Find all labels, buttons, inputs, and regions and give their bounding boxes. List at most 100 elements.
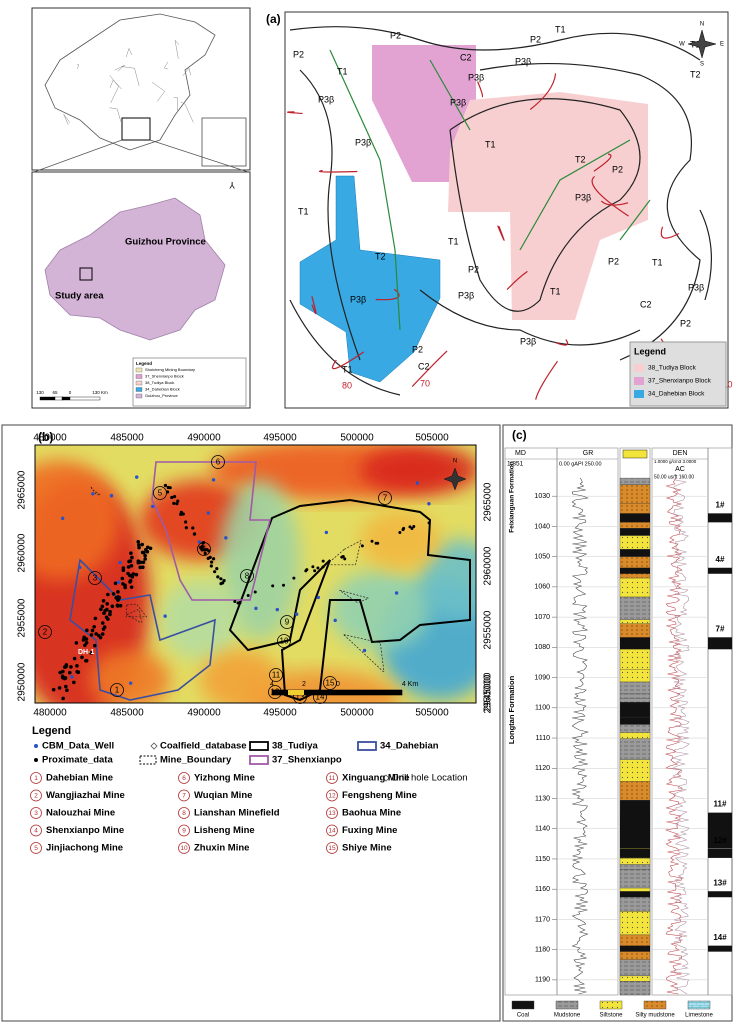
proximate-point xyxy=(128,559,133,563)
stratum-boundary xyxy=(699,209,712,301)
axis-line xyxy=(429,59,471,131)
cbm-well xyxy=(362,648,367,653)
fault-line xyxy=(375,288,400,301)
study-area-box xyxy=(79,267,93,281)
lithology-layer xyxy=(619,975,651,982)
proximate-point xyxy=(343,557,347,561)
label: T2 xyxy=(375,251,386,261)
label: 495000 xyxy=(263,708,297,719)
label: Study area xyxy=(55,291,104,302)
label: 490000 xyxy=(187,433,221,444)
label: Fengsheng Mine xyxy=(342,790,417,801)
province-border xyxy=(76,64,80,69)
label: 130 xyxy=(36,390,44,395)
lithology-layer xyxy=(619,724,651,733)
seam-bar xyxy=(708,891,732,898)
cbm-well xyxy=(415,481,420,485)
proximate-point xyxy=(113,581,118,586)
lithology-layer xyxy=(619,549,651,557)
mine-marker xyxy=(211,455,225,469)
legend-symbol xyxy=(34,744,38,748)
label: T2 xyxy=(690,69,701,79)
coal-seam xyxy=(620,848,650,858)
lithology-layer xyxy=(619,577,651,598)
proximate-point xyxy=(69,665,73,669)
proximate-point xyxy=(102,611,106,616)
proximate-point xyxy=(116,595,120,599)
proximate-point xyxy=(313,569,317,573)
lithology-layer xyxy=(619,858,651,865)
fault-line xyxy=(529,73,557,110)
fault-line xyxy=(287,111,303,115)
province-border xyxy=(109,75,119,104)
label: N xyxy=(700,22,704,28)
label: Mudstone xyxy=(554,1013,581,1019)
proximate-point xyxy=(340,555,344,559)
label: 37_Shenxianpo xyxy=(272,755,342,766)
lithology-legend-swatch xyxy=(643,1000,667,1010)
label: 1140 xyxy=(535,826,550,833)
lithology-layer xyxy=(619,698,651,703)
fault-line xyxy=(319,169,358,173)
label: 4# xyxy=(716,555,725,564)
label: 6 xyxy=(182,775,186,782)
label: 1# xyxy=(716,500,725,509)
label: GR xyxy=(583,450,594,457)
proximate-point xyxy=(62,676,67,681)
province-border xyxy=(182,67,191,76)
proximate-point xyxy=(179,512,183,516)
label: Lianshan Minefield xyxy=(194,808,280,819)
label: Silty mudstone xyxy=(635,1013,675,1019)
label: Proximate_data xyxy=(42,755,113,766)
label: P3β xyxy=(355,137,371,147)
lithology-layer xyxy=(619,738,651,760)
lithology-layer xyxy=(619,959,651,977)
label: Shuicheng Mining Boundary xyxy=(145,367,195,372)
label: Siltstone xyxy=(599,1013,623,1019)
cbm-well xyxy=(394,591,399,595)
label: (b) xyxy=(38,430,53,444)
stratum-boundary xyxy=(299,69,361,361)
label: 505000 xyxy=(415,708,449,719)
proximate-point xyxy=(292,576,296,580)
north-arrow: ⅄ xyxy=(228,180,235,190)
proximate-point xyxy=(141,560,146,565)
label: Guizhou_Province xyxy=(145,393,178,398)
label: 490000 xyxy=(187,708,221,719)
label: (c) xyxy=(512,428,527,442)
label: P2 xyxy=(608,256,619,266)
fault-line xyxy=(506,270,528,291)
panel-c-frame xyxy=(502,424,733,1022)
label: 7# xyxy=(716,624,725,633)
cbm-well xyxy=(275,607,279,612)
coal-seam xyxy=(620,891,650,898)
proximate-point xyxy=(126,565,131,569)
cbm-well xyxy=(211,478,216,482)
proximate-point xyxy=(408,525,412,529)
log-curve xyxy=(571,477,589,995)
label: Shenxianpo Mine xyxy=(46,825,124,836)
mine-boundary xyxy=(126,608,143,623)
label: 1130 xyxy=(535,795,550,802)
lithology-layer xyxy=(619,911,651,936)
stratum-boundary xyxy=(289,26,701,61)
mine-marker xyxy=(323,676,337,690)
proximate-point xyxy=(410,526,414,530)
tudiya-block xyxy=(448,92,648,320)
proximate-point xyxy=(98,635,103,640)
label: 485000 xyxy=(110,708,144,719)
label: Zhuxin Mine xyxy=(194,843,249,854)
proximate-point xyxy=(85,628,89,633)
proximate-point xyxy=(215,567,219,571)
province-border xyxy=(63,114,71,125)
proximate-point xyxy=(99,607,103,612)
cbm-well xyxy=(163,614,167,618)
lithology-layer xyxy=(619,535,651,550)
proximate-point xyxy=(89,633,94,637)
tudiya-boundary xyxy=(228,498,471,702)
proximate-point xyxy=(57,686,62,690)
label: W xyxy=(679,42,685,48)
legend-box xyxy=(629,341,727,407)
proximate-point xyxy=(208,555,212,559)
proximate-point xyxy=(72,680,76,685)
